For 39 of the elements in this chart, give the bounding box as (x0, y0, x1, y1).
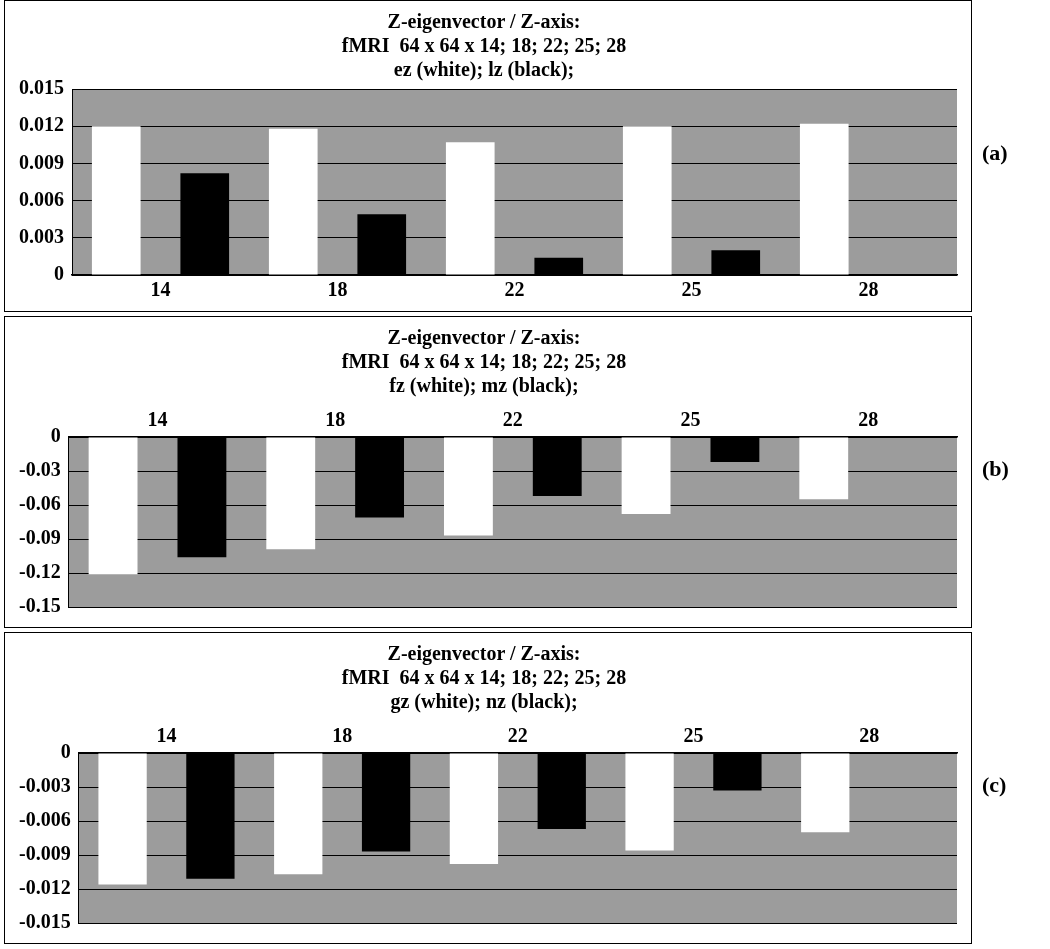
x-tick-label: 18 (332, 724, 353, 747)
y-tick-label: 0.009 (19, 150, 64, 173)
x-tick-label: 22 (502, 408, 523, 431)
x-tick-label: 14 (156, 724, 177, 747)
x-tick-label: 28 (858, 408, 879, 431)
y-tick-label: -0.12 (18, 560, 61, 583)
y-tick-label: -0.15 (18, 594, 61, 617)
x-tick-label: 28 (859, 724, 880, 747)
y-tick-label: -0.09 (18, 526, 61, 549)
x-tick-label: 18 (325, 408, 346, 431)
chart-title: Z-eigenvector / Z-axis: fMRI 64 x 64 x 14; 18; 22; 25; 28 fz (white); mz (black); (341, 326, 627, 398)
text: (a) (982, 140, 1008, 166)
y-tick-label: 0.012 (19, 113, 64, 136)
y-tick-label: -0.009 (18, 842, 71, 865)
chart-title: Z-eigenvector / Z-axis: fMRI 64 x 64 x 14; 18; 22; 25; 28 ez (white); lz (black); (341, 10, 627, 82)
y-tick-label: 0 (54, 262, 64, 285)
y-tick-label: 0 (60, 740, 71, 763)
x-tick-label: 25 (683, 724, 704, 747)
x-tick-label: 25 (681, 278, 702, 301)
x-tick-label: 22 (504, 278, 525, 301)
text: (b) (982, 456, 1009, 482)
y-tick-label: -0.012 (18, 876, 71, 899)
y-tick-label: -0.015 (18, 910, 71, 933)
text: (c) (982, 772, 1007, 798)
y-tick-label: 0.015 (19, 76, 64, 99)
x-tick-label: 14 (147, 408, 168, 431)
y-tick-label: 0.006 (19, 187, 64, 210)
x-tick-label: 28 (858, 278, 879, 301)
x-tick-label: 25 (680, 408, 701, 431)
x-tick-label: 22 (507, 724, 528, 747)
x-tick-label: 14 (150, 278, 171, 301)
y-tick-label: 0.003 (19, 224, 64, 247)
x-tick-label: 18 (327, 278, 348, 301)
y-tick-label: -0.006 (18, 808, 71, 831)
y-tick-label: -0.06 (18, 492, 61, 515)
y-tick-label: -0.03 (18, 458, 61, 481)
chart-title: Z-eigenvector / Z-axis: fMRI 64 x 64 x 14; 18; 22; 25; 28 gz (white); nz (black); (341, 642, 627, 714)
y-tick-label: 0 (50, 424, 61, 447)
y-tick-label: -0.003 (18, 774, 71, 797)
